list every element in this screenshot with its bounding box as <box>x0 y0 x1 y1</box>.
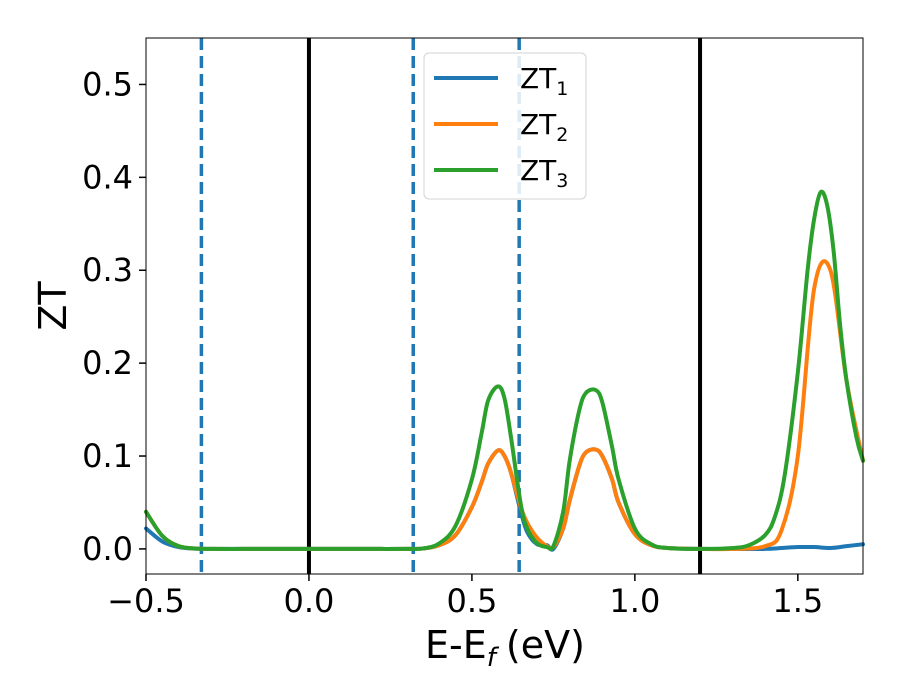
vertical-lines <box>199 38 703 574</box>
x-axis-label-subscript: f <box>487 643 500 673</box>
legend-label-zt1: ZT1 <box>520 62 568 100</box>
y-tick-label: 0.0 <box>82 530 133 568</box>
legend: ZT1 ZT2 ZT3 <box>423 52 587 200</box>
plot-frame <box>145 37 864 575</box>
legend-label-zt2: ZT2 <box>520 108 568 146</box>
x-tick-label: 0.0 <box>284 582 335 620</box>
y-tick-label: 0.3 <box>82 251 133 289</box>
x-axis: −0.5 0.0 0.5 1.0 1.5 <box>107 574 823 620</box>
y-tick-label: 0.2 <box>82 344 133 382</box>
y-tick-label: 0.1 <box>82 437 133 475</box>
y-tick-label: 0.4 <box>82 158 133 196</box>
series-lines <box>144 189 865 552</box>
legend-label-zt3: ZT3 <box>520 154 568 192</box>
x-tick-label: 0.5 <box>446 582 497 620</box>
x-tick-label: 1.5 <box>772 582 823 620</box>
x-tick-label: −0.5 <box>107 582 185 620</box>
y-tick-label: 0.5 <box>82 65 133 103</box>
y-axis-label: ZT <box>31 281 75 331</box>
y-axis: 0.0 0.1 0.2 0.3 0.4 0.5 <box>82 65 146 568</box>
legend-items: ZT1 ZT2 ZT3 <box>434 62 568 192</box>
x-axis-label: E-Ef (eV) <box>425 623 585 673</box>
x-axis-label-unit: (eV) <box>506 623 585 667</box>
x-axis-label-main: E-E <box>425 623 487 667</box>
series-line-zt3 <box>144 189 865 552</box>
legend-box <box>423 52 587 200</box>
series-line-zt1 <box>144 447 865 552</box>
x-tick-label: 1.0 <box>609 582 660 620</box>
